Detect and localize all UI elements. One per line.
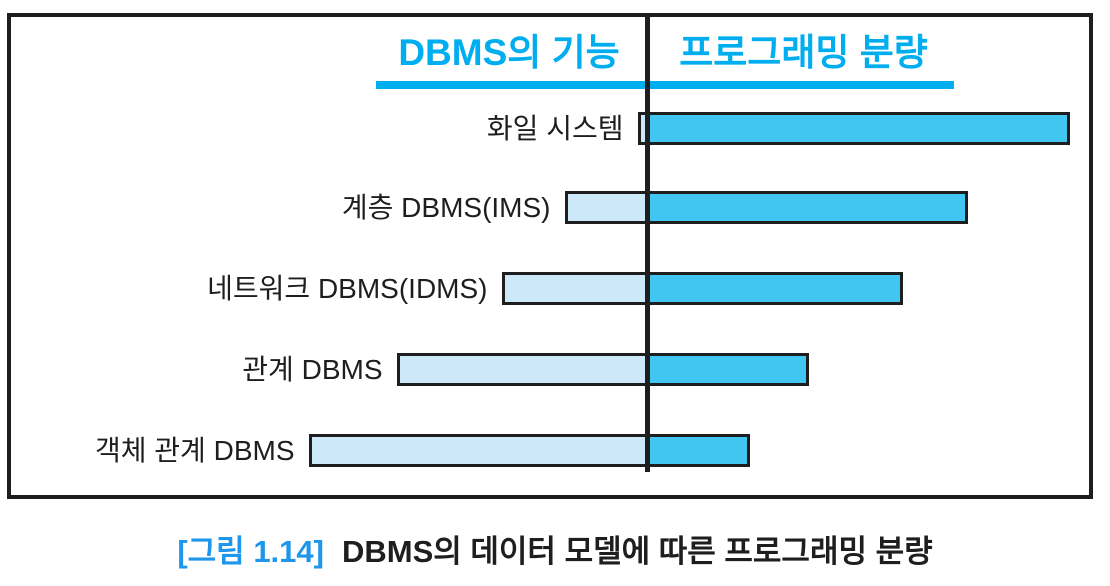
programming-amount-segment bbox=[647, 275, 900, 302]
column-header-dbms-function: DBMS의 기능 bbox=[398, 32, 620, 73]
programming-amount-segment bbox=[647, 115, 1067, 142]
bar bbox=[308, 434, 750, 467]
center-divider-line bbox=[645, 13, 650, 472]
dbms-function-segment bbox=[311, 437, 648, 464]
category-label: 계층 DBMS(IMS) bbox=[341, 192, 551, 223]
bar bbox=[564, 191, 968, 224]
figure-caption: [그림 1.14] DBMS의 데이터 모델에 따른 프로그래밍 분량 bbox=[0, 526, 1110, 571]
dbms-function-segment bbox=[640, 115, 648, 142]
bar bbox=[396, 353, 809, 386]
category-label: 객체 관계 DBMS bbox=[95, 435, 295, 466]
caption-tag: [그림 1.14] bbox=[177, 534, 324, 569]
column-header-programming-amount: 프로그래밍 분량 bbox=[679, 32, 928, 73]
figure-box bbox=[7, 13, 1093, 499]
category-label: 화일 시스템 bbox=[486, 113, 624, 144]
programming-amount-segment bbox=[647, 356, 806, 383]
bar bbox=[501, 272, 903, 305]
category-label: 네트워크 DBMS(IDMS) bbox=[207, 273, 488, 304]
programming-amount-segment bbox=[647, 437, 747, 464]
category-label: 관계 DBMS bbox=[242, 354, 383, 385]
dbms-function-segment bbox=[504, 275, 648, 302]
dbms-function-segment bbox=[567, 194, 648, 221]
caption-title: DBMS의 데이터 모델에 따른 프로그래밍 분량 bbox=[341, 534, 933, 569]
dbms-function-segment bbox=[399, 356, 648, 383]
header-underline bbox=[376, 81, 954, 89]
bar bbox=[637, 112, 1070, 145]
programming-amount-segment bbox=[647, 194, 965, 221]
